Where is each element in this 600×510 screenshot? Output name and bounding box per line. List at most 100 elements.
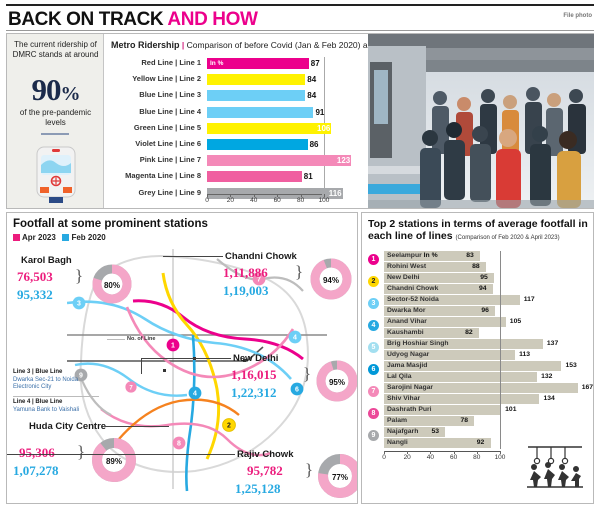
svg-text:4: 4 <box>293 335 297 342</box>
station-value-feb2020: 1,25,128 <box>235 481 281 496</box>
ridership-bar-value: 84 <box>307 91 317 101</box>
stat-callout: The current ridership of DMRC stands at … <box>7 34 104 208</box>
ridership-bar-row: Grey Line | Line 9 116 <box>105 187 367 201</box>
line-number-badge: 8 <box>368 408 379 419</box>
ridership-bar-value: 81 <box>303 172 313 182</box>
svg-text:3: 3 <box>77 301 81 308</box>
top-stations-bar-label: Sector-52 Noida <box>387 296 439 303</box>
legend-item-apr2023: Apr 2023 <box>13 233 56 242</box>
top-stations-bar-label: Palam <box>387 417 408 424</box>
station-value-apr2023: 1,11,886 <box>223 265 268 280</box>
donut-pct-value: 80 <box>103 281 113 290</box>
top-stations-bar <box>384 328 480 338</box>
top-stations-bar <box>384 317 506 327</box>
photo-credit: File photo <box>563 13 592 19</box>
ridership-bar-value: 87 <box>310 59 320 68</box>
legend-item-feb2020: Feb 2020 <box>62 233 106 242</box>
donut-pct-suffix: % <box>114 457 123 466</box>
station-donut: 94% <box>309 257 353 301</box>
ridership-axis-line <box>207 194 322 195</box>
top-stations-bar-label: Shiv Vihar <box>387 395 421 402</box>
svg-text:2: 2 <box>227 423 231 430</box>
ridership-bar-label: Red Line | Line 1 <box>141 58 201 67</box>
line-note-4-body: Yamuna Bank to Vaishali <box>13 406 80 413</box>
ridership-axis-tick-label: 20 <box>226 197 235 204</box>
headline-accent: AND HOW <box>167 9 258 30</box>
station-name: Huda City Centre <box>29 421 107 432</box>
value-brace: } <box>77 442 86 461</box>
no-of-line-label: No. of Line <box>127 336 156 342</box>
line-number-badge: 3 <box>368 298 379 309</box>
line-note-3-body: Dwarka Sec-21 to Noida Electronic City <box>13 376 79 391</box>
ridership-title-sub: Comparison of before Covid (Jan & Feb 20… <box>186 40 514 50</box>
top-stations-bar <box>384 251 481 261</box>
donut-pct-value: 89 <box>105 457 115 466</box>
top-stations-group: 3 Sector-52 Noida 117 Dwarka Mor 96 <box>362 295 593 317</box>
top-stations-bar-value: 53 <box>431 428 440 435</box>
ridership-bar-rows: Red Line | Line 1 In % 87 Yellow Line | Lin… <box>105 57 367 203</box>
top-stations-title-text: Top 2 stations in terms of average footf… <box>368 218 588 242</box>
metro-train-icon <box>36 146 76 203</box>
svg-text:1: 1 <box>171 343 175 350</box>
ridership-bar-row: Blue Line | Line 3 84 <box>105 89 367 103</box>
station-name: New Delhi <box>233 353 279 364</box>
top-stations-bar-value: 101 <box>505 406 517 413</box>
svg-text:7: 7 <box>129 385 133 391</box>
ridership-axis-tick-label: 100 <box>318 197 330 204</box>
ridership-title-main: Metro Ridership <box>111 40 180 50</box>
ridership-bar-value: 86 <box>309 139 319 149</box>
commuters-icon <box>527 446 583 488</box>
line-number-badge: 2 <box>368 276 379 287</box>
top-stations-axis-tick <box>500 451 501 454</box>
ridership-bar-label: Blue Line | Line 3 <box>139 90 201 100</box>
ridership-axis-tick-label: 60 <box>273 197 281 204</box>
ridership-bar <box>207 90 306 102</box>
ridership-bar <box>207 74 306 86</box>
line-number-badge: 7 <box>368 386 379 397</box>
top-stations-bar <box>384 361 562 371</box>
ridership-axis-tick-label: 0 <box>205 197 209 204</box>
top-stations-group: 8 Dashrath Puri 101 Palam 78 <box>362 405 593 427</box>
top-stations-bar-value: 94 <box>479 285 487 292</box>
top-stations-bar-label: Sarojini Nagar <box>387 384 434 391</box>
top-stations-bar-value: 134 <box>543 395 555 402</box>
ridership-bar <box>207 187 343 199</box>
top-stations-bar <box>384 383 578 393</box>
header-divider <box>6 30 594 31</box>
station-leader-line <box>7 454 235 456</box>
station-donut: 77% <box>317 453 357 499</box>
top-stations-axis-tick-label: 100 <box>494 454 506 461</box>
top-stations-bar-label: Najafgarh <box>387 428 419 435</box>
no-of-line-leader <box>107 339 125 340</box>
ridership-axis-tick <box>277 194 279 197</box>
ridership-bar-label: Pink Line | Line 7 <box>139 155 201 165</box>
station-value-apr2023: 76,503 <box>17 269 53 284</box>
ridership-bar <box>207 155 351 167</box>
top-stations-axis-tick <box>476 451 478 454</box>
station-leader-line <box>163 256 223 258</box>
delhi-metro-map: 3 9 7 4 6 1 4 8 2 7 <box>67 249 327 492</box>
top-stations-axis-tick-label: 0 <box>382 454 386 461</box>
top-stations-bar-value: 83 <box>466 252 474 259</box>
donut-pct-value: 94 <box>322 276 332 285</box>
station-name: Chandni Chowk <box>225 251 297 262</box>
donut-pct-suffix: % <box>337 378 346 387</box>
line-number-badge: 4 <box>368 320 379 331</box>
top-stations-axis-tick-label: 40 <box>426 454 435 461</box>
top-stations-bar-label: Jama Masjid <box>387 362 428 369</box>
station-leader-elbow <box>141 358 143 374</box>
top-stations-group: 6 Jama Masjid 153 Lal Qila 132 <box>362 361 593 383</box>
ridership-bar-value: 106 <box>317 123 331 133</box>
ridership-bar-label: Blue Line | Line 4 <box>139 106 201 116</box>
ridership-bar-track: 81 <box>207 171 359 183</box>
station-value-apr2023: 95,782 <box>247 463 283 478</box>
station-value-feb2020: 1,19,003 <box>223 283 269 298</box>
top-stations-group: 2 New Delhi 95 Chandni Chowk 94 <box>362 273 593 295</box>
station-donut: 95% <box>315 359 357 403</box>
ridership-chart: Metro Ridership | Comparison of before C… <box>105 34 514 208</box>
svg-text:8: 8 <box>177 441 181 448</box>
top-stations-axis-line <box>384 451 500 452</box>
station-name: Karol Bagh <box>21 255 72 266</box>
ridership-axis-tick <box>230 194 232 197</box>
ridership-chart-title: Metro Ridership | Comparison of before C… <box>111 40 514 50</box>
